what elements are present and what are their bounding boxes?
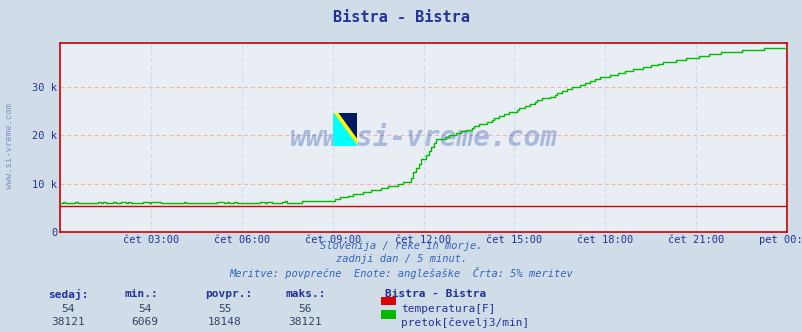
Text: 55: 55	[218, 304, 231, 314]
Text: Meritve: povprečne  Enote: anglešaške  Črta: 5% meritev: Meritve: povprečne Enote: anglešaške Črt…	[229, 267, 573, 279]
Text: povpr.:: povpr.:	[205, 289, 252, 299]
Text: www.si-vreme.com: www.si-vreme.com	[5, 103, 14, 189]
Text: Bistra - Bistra: Bistra - Bistra	[385, 289, 486, 299]
Text: Bistra - Bistra: Bistra - Bistra	[333, 10, 469, 25]
Text: 54: 54	[62, 304, 75, 314]
Text: temperatura[F]: temperatura[F]	[401, 304, 496, 314]
Text: 6069: 6069	[131, 317, 158, 327]
Text: pretok[čevelj3/min]: pretok[čevelj3/min]	[401, 317, 529, 328]
Text: www.si-vreme.com: www.si-vreme.com	[290, 124, 557, 152]
Polygon shape	[333, 113, 357, 146]
Text: 56: 56	[298, 304, 311, 314]
Text: Slovenija / reke in morje.: Slovenija / reke in morje.	[320, 241, 482, 251]
Text: min.:: min.:	[124, 289, 158, 299]
Text: zadnji dan / 5 minut.: zadnji dan / 5 minut.	[335, 254, 467, 264]
Text: 38121: 38121	[51, 317, 85, 327]
Text: sedaj:: sedaj:	[48, 289, 88, 300]
Polygon shape	[333, 113, 357, 146]
Polygon shape	[338, 113, 357, 138]
Text: 54: 54	[138, 304, 151, 314]
Text: maks.:: maks.:	[285, 289, 325, 299]
Text: 18148: 18148	[208, 317, 241, 327]
Text: 38121: 38121	[288, 317, 322, 327]
